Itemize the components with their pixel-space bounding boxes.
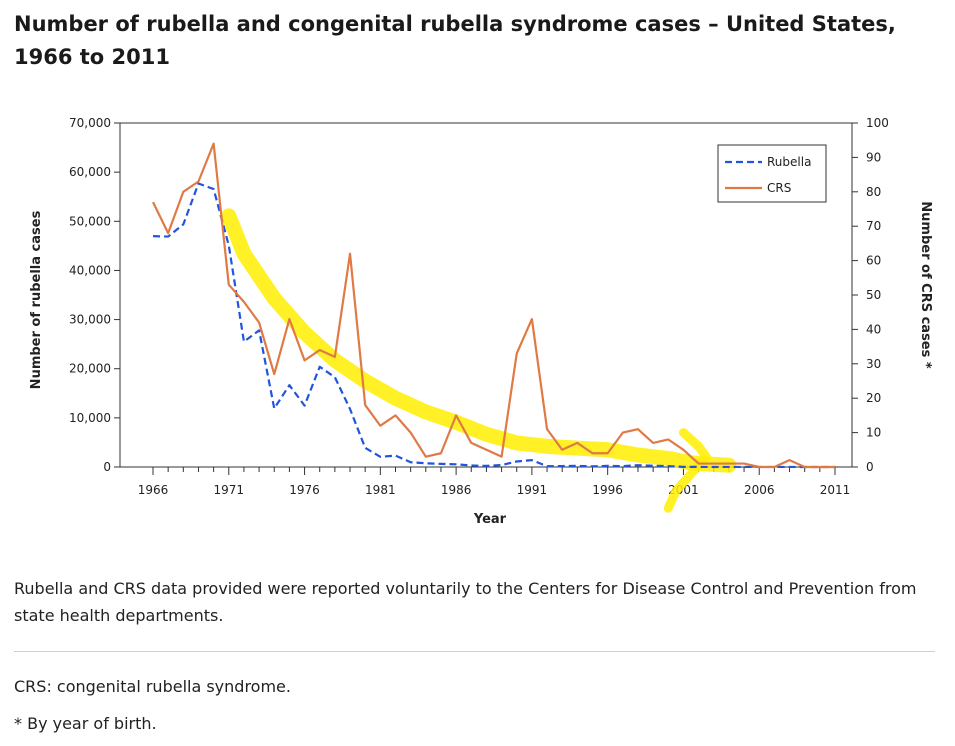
highlighter-annotation	[221, 208, 737, 513]
x-axis-title: Year	[473, 512, 507, 527]
y-right-tick-label: 50	[866, 288, 881, 302]
x-tick-label: 1976	[289, 483, 320, 497]
x-tick-label: 2011	[820, 483, 851, 497]
chart: 0 10,000 20,000 30,000 40,000 50,000 60,000 70,…	[29, 116, 933, 527]
y-right-tick-label: 0	[866, 460, 874, 474]
chart-axes: 0 10,000 20,000 30,000 40,000 50,000 60,000 70,…	[29, 116, 933, 527]
footnote-birth-year: * By year of birth.	[14, 714, 157, 733]
highlighter-tick-stroke	[663, 428, 711, 513]
highlighter-trend-stroke	[221, 208, 737, 473]
chart-legend: Rubella CRS	[717, 144, 827, 203]
y-right-tick-label: 100	[866, 116, 889, 130]
y-tick-label: 30,000	[69, 313, 111, 327]
divider	[14, 651, 935, 652]
footnote-crs: CRS: congenital rubella syndrome.	[14, 677, 291, 696]
y-tick-label: 60,000	[69, 165, 111, 179]
series-line-crs	[152, 142, 835, 469]
y-right-axis-title: Number of CRS cases *	[918, 201, 933, 369]
y-tick-label: 0	[103, 460, 111, 474]
y-right-tick-label: 40	[866, 322, 881, 336]
chart-series	[152, 142, 836, 469]
series-line-rubella	[152, 182, 836, 469]
y-tick-label: 10,000	[69, 411, 111, 425]
y-tick-label: 50,000	[69, 214, 111, 228]
legend-label-rubella: Rubella	[767, 155, 811, 169]
x-tick-label: 1996	[592, 483, 623, 497]
x-tick-label: 1986	[441, 483, 472, 497]
y-tick-label: 20,000	[69, 362, 111, 376]
y-right-tick-label: 80	[866, 185, 881, 199]
y-right-tick-label: 30	[866, 357, 881, 371]
legend-label-crs: CRS	[767, 181, 791, 195]
y-tick-label: 70,000	[69, 116, 111, 130]
y-right-tick-label: 90	[866, 150, 881, 164]
y-right-tick-label: 70	[866, 219, 881, 233]
x-tick-label: 1966	[138, 483, 169, 497]
y-axis-title: Number of rubella cases	[29, 210, 44, 389]
y-right-tick-label: 60	[866, 254, 881, 268]
y-right-tick-label: 20	[866, 391, 881, 405]
x-tick-label: 1991	[517, 483, 548, 497]
y-tick-label: 40,000	[69, 263, 111, 277]
x-tick-label: 2006	[744, 483, 775, 497]
x-tick-label: 1971	[214, 483, 245, 497]
legend-box	[717, 144, 827, 203]
source-note: Rubella and CRS data provided were repor…	[14, 579, 917, 625]
x-tick-label: 1981	[365, 483, 396, 497]
y-right-tick-label: 10	[866, 426, 881, 440]
page-title: Number of rubella and congenital rubella…	[14, 12, 896, 69]
